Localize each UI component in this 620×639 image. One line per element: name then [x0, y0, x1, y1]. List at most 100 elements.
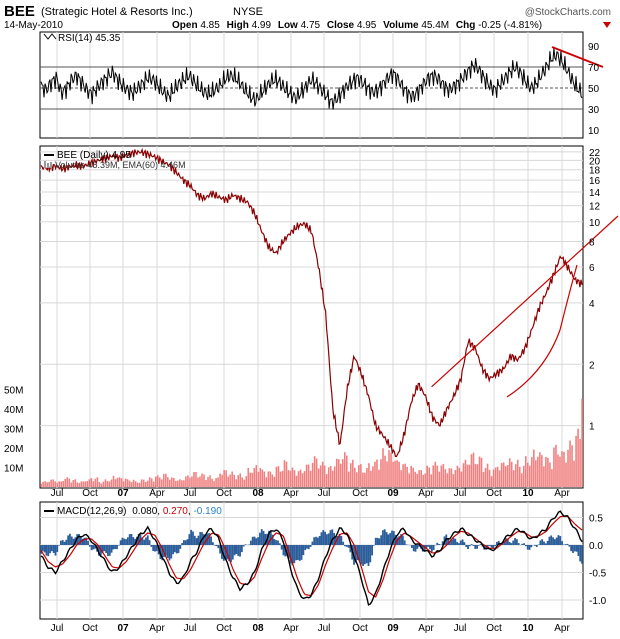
volume-bar	[273, 476, 276, 487]
macd-histogram-bar	[557, 535, 560, 545]
volume-bar	[203, 474, 205, 487]
volume-bar	[191, 476, 193, 487]
macd-histogram-bar	[90, 545, 93, 551]
volume-bar	[339, 463, 342, 487]
x-tick-label: Apr	[283, 488, 299, 499]
rsi-tick-label: 10	[588, 126, 600, 137]
volume-bar	[297, 471, 300, 487]
price-panel	[39, 145, 584, 489]
macd-histogram-bar	[101, 545, 104, 554]
volume-bar	[329, 465, 332, 487]
x-tick-label: Jul	[184, 623, 197, 634]
rsi-tick-label: 30	[588, 105, 600, 116]
macd-histogram-bar	[365, 545, 368, 564]
volume-bar	[410, 465, 412, 487]
rsi-tick-label: 90	[588, 42, 600, 53]
volume-bar	[56, 482, 58, 487]
volume-bar	[261, 469, 264, 487]
macd-histogram-bar	[360, 545, 363, 565]
volume-bar	[331, 470, 334, 487]
macd-histogram-bar	[70, 536, 73, 545]
macd-histogram-bar	[43, 545, 46, 553]
volume-bar	[563, 451, 565, 487]
macd-histogram-bar	[298, 545, 301, 561]
macd-histogram-bar	[251, 536, 254, 545]
volume-bar	[478, 456, 481, 487]
volume-bar	[291, 467, 294, 487]
volume-bar	[251, 472, 254, 487]
volume-bar	[40, 483, 42, 487]
x-tick-label: Apr	[418, 623, 434, 634]
volume-bar	[350, 463, 352, 487]
volume-label: Volume	[383, 20, 419, 31]
volume-bar	[46, 482, 48, 487]
volume-bar	[239, 473, 242, 487]
volume-bar	[110, 479, 113, 487]
volume-bar	[126, 479, 129, 487]
volume-bar	[245, 476, 248, 487]
volume-bar	[386, 461, 388, 487]
volume-bar	[271, 474, 274, 487]
macd-histogram-bar	[488, 545, 491, 546]
volume-bar	[307, 464, 310, 487]
volume-bar	[472, 452, 475, 487]
macd-value: 0.080	[132, 506, 157, 517]
volume-bar	[474, 464, 477, 487]
volume-bar	[120, 478, 123, 487]
volume-bar	[404, 463, 406, 487]
volume-bar	[243, 479, 246, 487]
macd-histogram-bar	[459, 540, 462, 545]
macd-histogram-bar	[356, 545, 359, 561]
macd-histogram-bar	[107, 545, 109, 556]
volume-bar	[514, 464, 517, 487]
price-legend: BEE (Daily) 4.95 Volume 45.39M, EMA(60) …	[44, 150, 186, 170]
volume-bar	[144, 481, 147, 487]
macd-histogram-bar	[318, 536, 321, 545]
volume-bar	[462, 463, 465, 487]
volume-bar	[440, 465, 443, 487]
price-tick-label: 2	[589, 360, 595, 371]
volume-bar	[152, 481, 155, 487]
volume-bar	[213, 481, 215, 487]
x-tick-label: Jul	[51, 488, 64, 499]
volume-bar	[341, 459, 344, 487]
x-tick-label: 08	[252, 623, 264, 634]
volume-bar	[106, 481, 109, 487]
volume-bar	[122, 481, 125, 487]
macd-histogram-bar	[423, 545, 426, 552]
macd-histogram-bar	[168, 545, 171, 561]
volume-bar	[408, 473, 410, 487]
volume-bar	[207, 477, 209, 487]
macd-histogram-bar	[506, 538, 509, 545]
macd-histogram-bar	[514, 538, 516, 545]
volume-bar	[72, 479, 75, 487]
volume-bar	[287, 470, 290, 487]
volume-bar	[311, 462, 314, 487]
macd-histogram-bar	[313, 537, 316, 545]
macd-histogram-bar	[61, 540, 64, 545]
volume-bar	[506, 464, 509, 487]
macd-histogram-bar	[561, 541, 563, 545]
macd-histogram-bar	[60, 540, 62, 545]
volume-bar	[468, 464, 471, 487]
macd-histogram-bar	[548, 536, 551, 545]
macd-histogram-bar	[575, 545, 578, 552]
macd-histogram-bar	[539, 540, 542, 545]
macd-histogram-bar	[311, 541, 314, 545]
volume-bar	[541, 455, 543, 487]
macd-histogram-bar	[526, 545, 529, 550]
macd-histogram-bar	[170, 545, 173, 559]
macd-histogram-bar	[546, 540, 549, 545]
macd-histogram-bar	[83, 537, 86, 545]
macd-histogram-bar	[217, 545, 220, 549]
macd-histogram-bar	[541, 539, 544, 545]
macd-histogram-bar	[108, 545, 111, 556]
volume-bar	[225, 470, 227, 487]
macd-histogram-bar	[458, 543, 460, 545]
macd-histogram-bar	[405, 544, 408, 545]
macd-histogram-bar	[152, 545, 155, 551]
volume-bar	[376, 459, 378, 487]
volume-bar	[94, 478, 97, 487]
volume-bar	[327, 467, 330, 487]
ohlc-summary: Open 4.85 High 4.99 Low 4.75 Close 4.95 …	[172, 20, 542, 31]
